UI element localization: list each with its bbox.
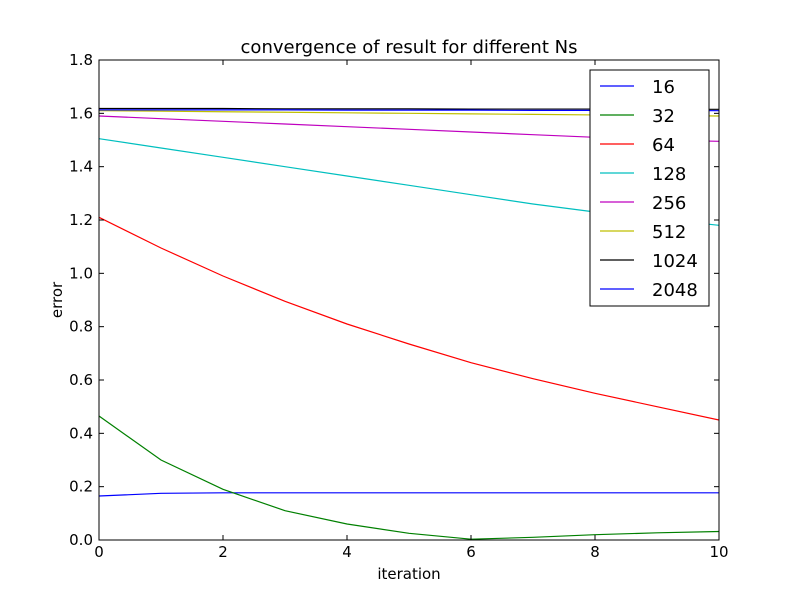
x-tick-label: 8 bbox=[590, 543, 600, 561]
y-tick-label: 0.0 bbox=[69, 531, 93, 549]
legend-label-64: 64 bbox=[652, 135, 675, 156]
chart-title: convergence of result for different Ns bbox=[241, 37, 578, 58]
axis-ticks: 0 2 4 6 8 10 0.0 0.2 0.4 0.6 0.8 1.0 1.2 1.4 1.6 1.8 bbox=[69, 51, 728, 561]
x-axis-label: iteration bbox=[377, 565, 440, 583]
legend-label-32: 32 bbox=[652, 106, 675, 127]
y-tick-label: 1.0 bbox=[69, 264, 93, 282]
legend-label-256: 256 bbox=[652, 193, 686, 214]
y-tick-label: 0.6 bbox=[69, 371, 93, 389]
y-tick-label: 0.2 bbox=[69, 478, 93, 496]
series-line-16 bbox=[99, 492, 719, 497]
y-tick-label: 1.6 bbox=[69, 104, 93, 122]
legend-box bbox=[589, 69, 710, 307]
y-tick-label: 0.4 bbox=[69, 424, 93, 442]
y-tick-label: 1.8 bbox=[69, 51, 93, 69]
x-tick-label: 4 bbox=[342, 543, 352, 561]
y-tick-label: 0.8 bbox=[69, 318, 93, 336]
legend-label-512: 512 bbox=[652, 222, 686, 243]
legend-label-128: 128 bbox=[652, 164, 686, 185]
plot-frame bbox=[98, 59, 720, 541]
x-tick-label: 6 bbox=[466, 543, 476, 561]
y-tick-label: 1.4 bbox=[69, 158, 93, 176]
legend: 16 32 64 128 256 512 1024 2048 bbox=[589, 69, 710, 307]
y-axis-label: error bbox=[48, 281, 66, 318]
x-tick-label: 0 bbox=[94, 543, 104, 561]
series-line-64 bbox=[99, 216, 719, 421]
x-tick-label: 2 bbox=[218, 543, 228, 561]
legend-label-16: 16 bbox=[652, 77, 675, 98]
plot-area bbox=[99, 107, 719, 540]
legend-label-2048: 2048 bbox=[652, 280, 698, 301]
x-tick-label: 10 bbox=[709, 543, 728, 561]
y-tick-label: 1.2 bbox=[69, 211, 93, 229]
series-line-32 bbox=[99, 415, 719, 540]
legend-label-1024: 1024 bbox=[652, 251, 698, 272]
